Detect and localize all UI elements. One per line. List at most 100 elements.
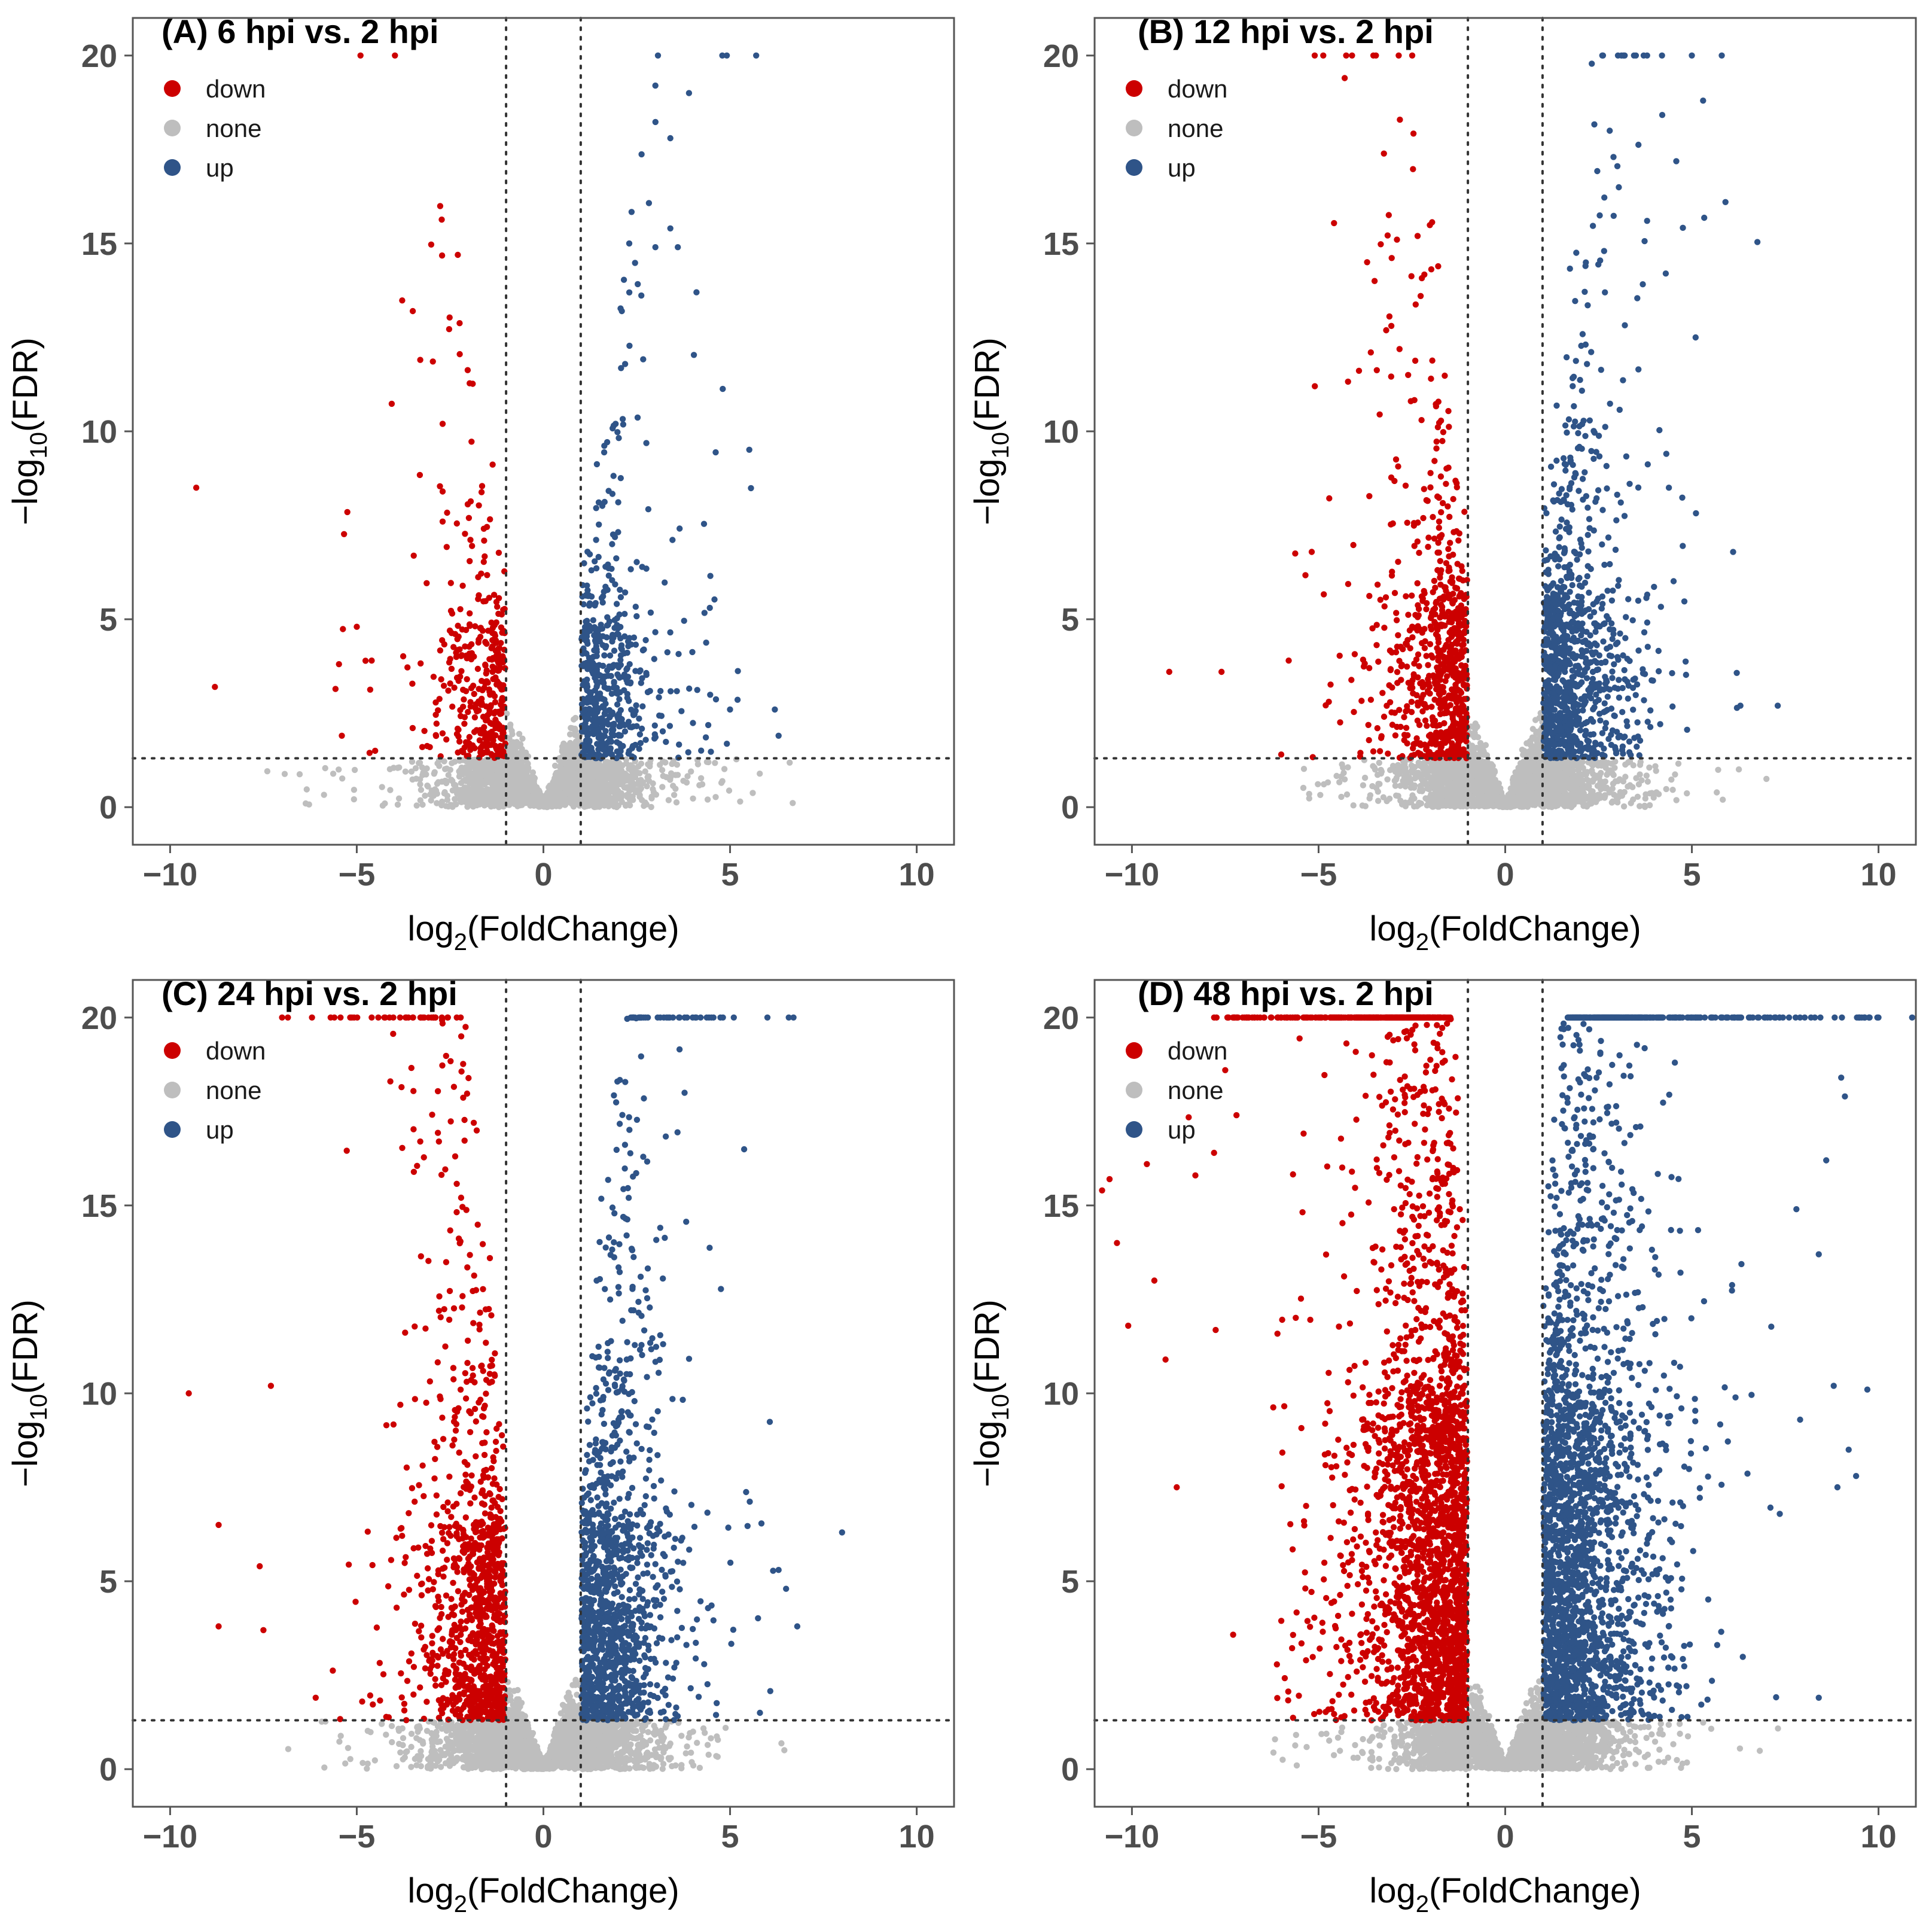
y-axis-title-rest: (FDR) — [6, 337, 45, 432]
point-up — [584, 587, 591, 593]
point-none — [394, 801, 401, 808]
point-up — [608, 751, 615, 758]
point-none — [573, 758, 580, 765]
point-none — [588, 802, 595, 808]
point-none — [382, 800, 388, 807]
point-up — [626, 342, 633, 349]
point-none — [1633, 775, 1640, 781]
point-down — [339, 732, 345, 739]
point-down — [443, 736, 450, 743]
point-down — [492, 637, 499, 644]
point-up — [621, 728, 629, 735]
point-up — [617, 594, 624, 601]
point-none — [394, 765, 401, 771]
point-down — [426, 744, 433, 751]
point-up — [595, 553, 602, 561]
point-down — [487, 704, 494, 710]
point-none — [489, 759, 496, 766]
point-up — [589, 659, 596, 666]
point-up — [652, 82, 659, 89]
point-none — [509, 741, 516, 748]
point-up — [639, 703, 646, 710]
point-up — [581, 660, 587, 667]
point-down — [488, 619, 495, 626]
point-down — [468, 439, 475, 445]
point-down — [439, 421, 446, 427]
legend-label-none: none — [206, 114, 261, 142]
point-up — [659, 728, 666, 735]
point-none — [481, 758, 487, 765]
point-none — [627, 764, 634, 771]
point-none — [419, 801, 426, 808]
point-up — [592, 558, 598, 565]
point-none — [420, 769, 426, 776]
point-up — [588, 689, 595, 696]
point-up — [601, 498, 608, 506]
point-up — [620, 742, 626, 750]
point-none — [571, 773, 577, 780]
point-down — [499, 724, 507, 731]
point-none — [565, 775, 572, 782]
legend-swatch-up — [164, 159, 181, 176]
point-none — [790, 800, 796, 806]
y-axis-title: −log10(FDR) — [6, 337, 52, 525]
point-down — [476, 707, 482, 714]
point-down — [471, 714, 479, 721]
point-none — [572, 732, 578, 738]
point-down — [478, 489, 485, 495]
point-none — [424, 783, 431, 789]
point-none — [563, 750, 570, 756]
point-up — [627, 566, 634, 573]
point-up — [601, 710, 608, 717]
point-up — [595, 499, 602, 506]
point-down — [340, 626, 346, 632]
point-down — [399, 297, 406, 304]
point-up — [611, 680, 617, 686]
point-up — [592, 722, 599, 728]
point-none — [302, 800, 309, 807]
point-up — [601, 652, 608, 659]
point-down — [481, 724, 487, 730]
point-up — [675, 651, 682, 657]
point-down — [462, 626, 470, 634]
point-none — [660, 772, 666, 780]
point-up — [702, 734, 709, 741]
point-down — [464, 367, 471, 373]
point-up — [611, 647, 618, 654]
point-up — [587, 694, 594, 701]
point-up — [621, 722, 628, 729]
point-none — [458, 790, 465, 797]
x-tick-label: 10 — [899, 857, 935, 893]
point-none — [624, 784, 630, 790]
point-down — [492, 632, 499, 639]
point-down — [499, 697, 506, 704]
point-none — [650, 786, 656, 793]
point-none — [428, 797, 434, 804]
point-down — [492, 699, 499, 705]
point-up — [588, 744, 595, 751]
point-down — [409, 680, 416, 687]
point-up — [668, 688, 674, 695]
point-down — [467, 703, 474, 710]
point-down — [469, 543, 476, 549]
point-up — [753, 52, 760, 59]
point-down — [447, 680, 453, 687]
point-none — [423, 765, 430, 772]
point-down — [472, 623, 479, 630]
point-none — [516, 730, 523, 738]
y-axis-title-sub: 10 — [26, 432, 52, 459]
point-down — [467, 558, 473, 565]
point-down — [462, 688, 470, 695]
point-none — [513, 781, 520, 788]
point-up — [606, 663, 612, 670]
point-none — [623, 771, 630, 778]
point-down — [446, 659, 453, 666]
point-down — [487, 516, 493, 523]
point-none — [674, 762, 681, 768]
point-down — [487, 692, 493, 698]
point-down — [480, 713, 487, 720]
point-up — [633, 723, 640, 730]
point-down — [483, 523, 490, 530]
x-tick-label: 0 — [534, 857, 552, 893]
point-up — [599, 696, 606, 702]
